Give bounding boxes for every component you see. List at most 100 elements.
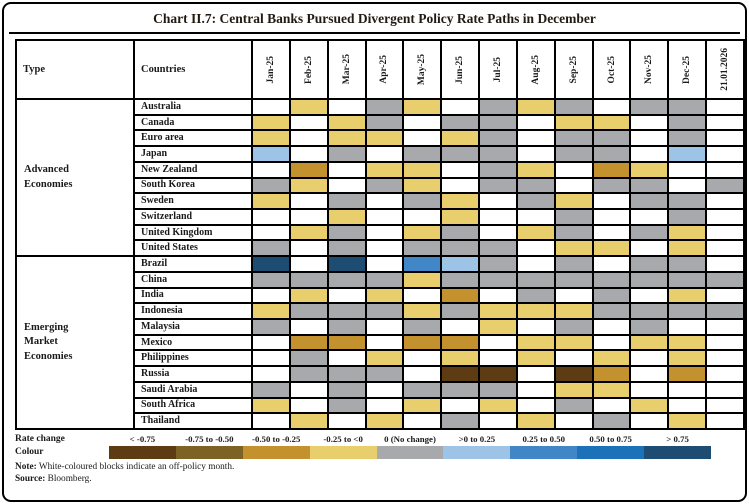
heatmap-cell: [631, 115, 668, 130]
legend-label-row: Rate change < -0.75 -0.75 to -0.50 -0.50 t…: [15, 434, 741, 444]
heatmap-cell: [631, 288, 668, 303]
heatmap-cell: [442, 162, 479, 177]
heatmap-cell: [480, 194, 516, 208]
heatmap-cell: [593, 382, 630, 397]
heatmap-cell: [707, 414, 743, 428]
heatmap-cell: [404, 398, 441, 413]
heatmap-cell: [517, 335, 554, 350]
heatmap-cell: [253, 382, 289, 397]
heatmap-cell: [480, 100, 516, 114]
heatmap-cell: [404, 194, 441, 208]
row-label: Indonesia: [135, 304, 251, 318]
heatmap-cell: [631, 194, 668, 208]
heatmap-cell: [404, 351, 441, 366]
heatmap-cell: [669, 304, 706, 318]
heatmap-cell: [707, 100, 743, 114]
row-label: Brazil: [135, 257, 251, 271]
heatmap-cell: [631, 320, 668, 334]
heatmap-cell: [555, 147, 592, 161]
note-label: Note:: [15, 462, 37, 472]
heatmap-cell: [366, 225, 403, 240]
heatmap-cell: [290, 178, 327, 193]
heatmap-cell: [480, 320, 516, 334]
heatmap-cell: [328, 304, 365, 318]
heatmap-cell: [707, 210, 743, 224]
month-label: May-25: [417, 53, 428, 86]
heatmap-cell: [253, 367, 289, 381]
heatmap-cell: [404, 257, 441, 271]
heatmap-cell: [366, 100, 403, 114]
group-label-line: Emerging: [24, 322, 69, 334]
heatmap-cell: [707, 131, 743, 146]
heatmap-cell: [593, 131, 630, 146]
column-header-month: May-25: [404, 41, 441, 98]
group-label: Advanced Economies: [17, 100, 133, 256]
column-header-month: Feb-25: [290, 41, 327, 98]
heatmap-cell: [669, 351, 706, 366]
heatmap-cell: [669, 194, 706, 208]
row-label: Australia: [135, 100, 251, 114]
heatmap-cell: [517, 351, 554, 366]
heatmap-cell: [480, 131, 516, 146]
heatmap-cell: [404, 178, 441, 193]
heatmap-cell: [290, 131, 327, 146]
heatmap-cell: [442, 367, 479, 381]
heatmap-cell: [593, 241, 630, 256]
heatmap-cell: [253, 335, 289, 350]
heatmap-cell: [517, 210, 554, 224]
heatmap-cell: [669, 241, 706, 256]
heatmap-cell: [555, 335, 592, 350]
heatmap-cell: [290, 320, 327, 334]
heatmap-cell: [480, 304, 516, 318]
row-label: New Zealand: [135, 162, 251, 177]
heatmap-cell: [442, 398, 479, 413]
heatmap-cell: [517, 414, 554, 428]
heatmap-cell: [707, 225, 743, 240]
heatmap-cell: [366, 398, 403, 413]
heatmap-cell: [366, 178, 403, 193]
heatmap-cell: [442, 131, 479, 146]
heatmap-cell: [366, 382, 403, 397]
heatmap-cell: [290, 304, 327, 318]
heatmap-cell: [442, 100, 479, 114]
heatmap-cell: [480, 367, 516, 381]
heatmap-cell: [631, 382, 668, 397]
heatmap-cell: [442, 382, 479, 397]
note-line: Note: White-coloured blocks indicate an …: [15, 462, 741, 474]
heatmap-cell: [480, 241, 516, 256]
heatmap-cell: [669, 257, 706, 271]
heatmap-cell: [593, 272, 630, 287]
month-label: Feb-25: [303, 55, 314, 84]
heatmap-cell: [442, 178, 479, 193]
heatmap-cell: [555, 178, 592, 193]
heatmap-cell: [328, 225, 365, 240]
heatmap-cell: [253, 304, 289, 318]
heatmap-cell: [517, 162, 554, 177]
heatmap-cell: [253, 210, 289, 224]
heatmap-cell: [631, 241, 668, 256]
month-label: Nov-25: [644, 54, 655, 85]
heatmap-cell: [631, 351, 668, 366]
group-label: Emerging Market Economies: [17, 257, 133, 428]
heatmap-cell: [366, 194, 403, 208]
heatmap-cell: [290, 241, 327, 256]
heatmap-cell: [442, 320, 479, 334]
heatmap-cell: [442, 272, 479, 287]
heatmap-cell: [253, 241, 289, 256]
heatmap-cell: [404, 147, 441, 161]
heatmap-cell: [517, 257, 554, 271]
column-header-month: Nov-25: [631, 41, 668, 98]
heatmap-cell: [253, 147, 289, 161]
heatmap-cell: [555, 115, 592, 130]
heatmap-cell: [593, 398, 630, 413]
heatmap-cell: [555, 241, 592, 256]
month-label: Mar-25: [341, 54, 352, 85]
column-header-month: 21.01.2026: [707, 41, 743, 98]
heatmap-cell: [517, 272, 554, 287]
heatmap-cell: [517, 398, 554, 413]
heatmap-cell: [366, 351, 403, 366]
heatmap-cell: [669, 178, 706, 193]
heatmap-cell: [517, 320, 554, 334]
heatmap-cell: [669, 210, 706, 224]
heatmap-cell: [442, 210, 479, 224]
